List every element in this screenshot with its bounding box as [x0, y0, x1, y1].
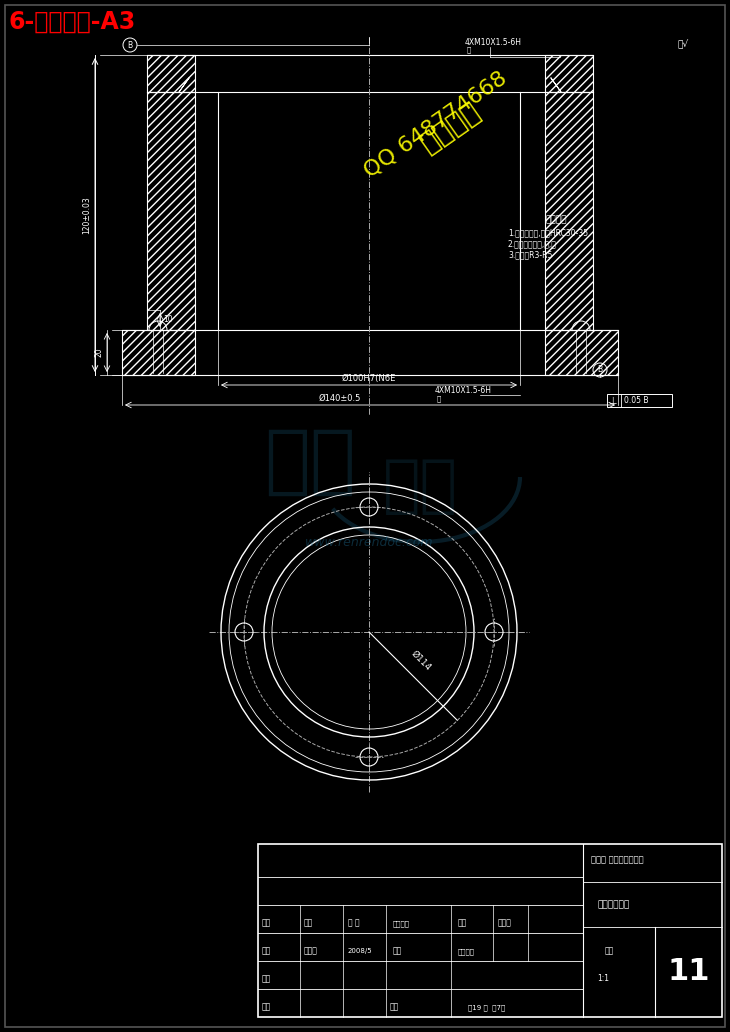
Text: 2.铸件消有毛铣,锤,敲: 2.铸件消有毛铣,锤,敲	[508, 239, 557, 248]
Bar	[607, 394, 672, 407]
Text: 20: 20	[95, 348, 104, 357]
Bar	[545, 55, 593, 92]
Text: B: B	[128, 40, 133, 50]
Text: 0.05 B: 0.05 B	[624, 396, 648, 405]
Text: 分 区: 分 区	[348, 918, 360, 927]
Bar	[147, 55, 195, 92]
Bar	[147, 92, 195, 330]
Text: 粗√: 粗√	[678, 39, 689, 49]
Text: 数量: 数量	[304, 918, 313, 927]
Text: 标记: 标记	[262, 918, 272, 927]
Bar	[545, 55, 593, 92]
Text: 10: 10	[163, 316, 172, 324]
Text: 第19 页  第7页: 第19 页 第7页	[468, 1004, 505, 1010]
Text: 校核: 校核	[262, 974, 272, 983]
Text: 粗: 粗	[467, 46, 472, 53]
Text: 榜辉设计: 榜辉设计	[415, 97, 485, 158]
Text: ⊥: ⊥	[608, 395, 617, 406]
Text: 夹紧气缸缸体: 夹紧气缸缸体	[598, 900, 630, 909]
Bar	[545, 330, 618, 375]
Bar	[122, 330, 195, 375]
Text: 技术要求: 技术要求	[545, 215, 566, 224]
Text: 4XM10X1.5-6H: 4XM10X1.5-6H	[435, 386, 492, 395]
Text: Ø114: Ø114	[409, 648, 432, 672]
Bar	[258, 844, 722, 1017]
Text: 工艺: 工艺	[262, 1002, 272, 1011]
Bar	[545, 92, 593, 330]
Bar	[147, 92, 195, 330]
Text: 比例: 比例	[605, 946, 614, 955]
Bar	[147, 55, 195, 92]
Text: 2008/5: 2008/5	[348, 948, 372, 954]
Text: Ø100H7(N6E: Ø100H7(N6E	[342, 374, 396, 383]
Text: 粗糙: 粗糙	[393, 946, 402, 955]
Text: 张桂粮: 张桂粮	[304, 946, 318, 955]
Bar	[545, 330, 618, 375]
Text: 签名: 签名	[458, 918, 467, 927]
Text: 3.未铸铸R3-R5: 3.未铸铸R3-R5	[508, 250, 553, 259]
Text: 120±0.03: 120±0.03	[82, 196, 91, 234]
Text: Ø140±0.5: Ø140±0.5	[319, 394, 361, 404]
Text: 更改单号: 更改单号	[393, 920, 410, 927]
Text: 设计: 设计	[262, 946, 272, 955]
Text: 米米米 学限机电工程系: 米米米 学限机电工程系	[591, 854, 644, 864]
Text: 1:1: 1:1	[597, 974, 609, 983]
Text: 审核签证: 审核签证	[458, 948, 475, 955]
Text: 11: 11	[667, 958, 710, 987]
Text: B: B	[597, 365, 602, 375]
Text: 4XM10X1.5-6H: 4XM10X1.5-6H	[465, 38, 522, 47]
Text: 粗: 粗	[437, 395, 441, 401]
Text: www.renrendoc.com: www.renrendoc.com	[304, 536, 433, 548]
Text: 年月日: 年月日	[498, 918, 512, 927]
Text: 描检: 描检	[390, 1002, 399, 1011]
Bar	[545, 92, 593, 330]
Text: 1.铸件铸到先,现初HRC30-35: 1.铸件铸到先,现初HRC30-35	[508, 228, 588, 237]
Text: 人人: 人人	[264, 425, 356, 499]
Text: 文库: 文库	[383, 457, 458, 517]
Text: 6-夹紧气缸-A3: 6-夹紧气缸-A3	[8, 10, 135, 34]
Text: QQ 648774668: QQ 648774668	[360, 67, 510, 181]
Bar	[122, 330, 195, 375]
